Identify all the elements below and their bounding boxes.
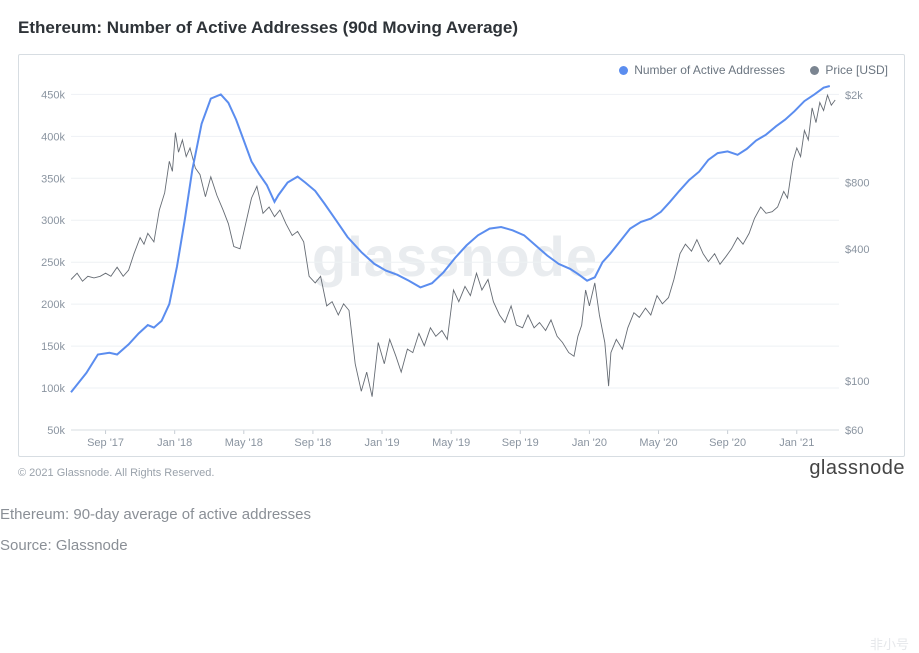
legend-label-price: Price [USD] [825,63,888,77]
svg-text:Jan '20: Jan '20 [572,437,607,449]
svg-text:$60: $60 [845,425,863,437]
svg-text:Sep '19: Sep '19 [502,437,539,449]
svg-text:$400: $400 [845,243,869,255]
copyright-text: © 2021 Glassnode. All Rights Reserved. [18,467,214,479]
svg-text:$100: $100 [845,376,869,388]
svg-text:450k: 450k [41,89,65,101]
svg-text:Sep '20: Sep '20 [709,437,746,449]
svg-text:400k: 400k [41,131,65,143]
svg-text:glassnode: glassnode [312,225,598,288]
svg-text:May '20: May '20 [639,437,677,449]
svg-text:150k: 150k [41,341,65,353]
svg-text:250k: 250k [41,257,65,269]
svg-text:200k: 200k [41,299,65,311]
svg-text:Sep '17: Sep '17 [87,437,124,449]
chart-container: Ethereum: Number of Active Addresses (90… [0,0,919,488]
footer-row: © 2021 Glassnode. All Rights Reserved. g… [18,457,905,480]
legend-swatch-addresses [619,66,628,75]
legend: Number of Active Addresses Price [USD] [27,63,896,82]
caption-description: Ethereum: 90-day average of active addre… [0,506,919,523]
minor-watermark: 非小号 [870,634,909,653]
svg-text:300k: 300k [41,215,65,227]
svg-text:50k: 50k [47,425,65,437]
legend-swatch-price [810,66,819,75]
svg-text:Sep '18: Sep '18 [294,437,331,449]
brand-logo: glassnode [809,457,905,480]
legend-label-addresses: Number of Active Addresses [634,63,785,77]
svg-text:$800: $800 [845,177,869,189]
svg-text:Jan '18: Jan '18 [157,437,192,449]
chart-title: Ethereum: Number of Active Addresses (90… [18,18,905,38]
legend-item-price: Price [USD] [810,63,888,77]
plot-area: Number of Active Addresses Price [USD] g… [18,54,905,457]
svg-text:$2k: $2k [845,90,863,102]
legend-item-addresses: Number of Active Addresses [619,63,785,77]
svg-text:Jan '19: Jan '19 [364,437,399,449]
svg-text:100k: 100k [41,383,65,395]
svg-text:May '18: May '18 [225,437,263,449]
chart-svg: glassnode 50k 100k 150k 200k 250k 300k 350k 400k… [27,82,883,452]
svg-text:May '19: May '19 [432,437,470,449]
svg-text:350k: 350k [41,173,65,185]
svg-text:Jan '21: Jan '21 [779,437,814,449]
caption-source: Source: Glassnode [0,537,919,554]
